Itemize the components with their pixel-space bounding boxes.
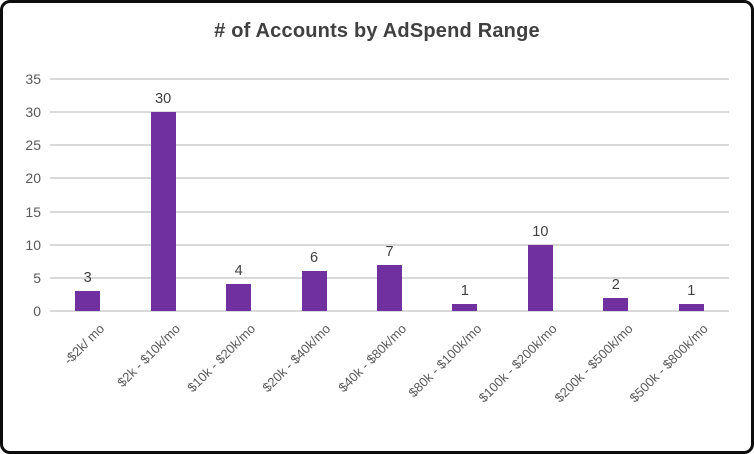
bar-value-label: 10 (532, 223, 549, 240)
bar-value-label: 3 (83, 270, 92, 287)
gridline (50, 210, 729, 213)
gridline (50, 111, 729, 114)
bar (301, 271, 327, 311)
bar (75, 291, 101, 311)
bar (678, 304, 704, 311)
bar (226, 284, 252, 311)
gridline (50, 243, 729, 246)
bar (527, 244, 553, 311)
x-axis-category-label: $80k - $100k/mo (405, 321, 485, 401)
gridline (50, 78, 729, 80)
bar-value-label: 2 (611, 276, 620, 293)
y-axis-tick-label: 25 (25, 137, 41, 154)
y-axis-tick-label: 35 (25, 71, 41, 87)
y-axis-tick-label: 0 (33, 303, 41, 319)
bar (452, 304, 478, 311)
x-axis-category-label: -$2k/ mo (60, 321, 108, 368)
bar-value-label: 4 (234, 263, 243, 280)
bar-value-label: 7 (385, 243, 394, 260)
bar-value-label: 1 (687, 283, 696, 300)
x-axis-category-label: $40k - $80k/mo (335, 321, 410, 395)
x-axis-category-label: $20k - $40k/mo (259, 321, 334, 395)
x-axis-category-label: $500k - $800k/mo (626, 321, 711, 406)
y-axis-tick-label: 20 (25, 170, 41, 187)
x-axis-category-label: $2k - $10k/mo (113, 321, 183, 390)
gridline (50, 177, 729, 180)
x-axis-category-label: $100k - $200k/mo (475, 321, 560, 406)
chart-title: # of Accounts by AdSpend Range (214, 20, 540, 42)
y-axis-tick-label: 5 (33, 269, 41, 286)
bar (603, 297, 629, 311)
bar (377, 264, 402, 311)
bar (150, 112, 176, 311)
y-axis-tick-label: 15 (25, 203, 41, 220)
gridline (50, 144, 729, 147)
x-axis-category-label: $10k - $20k/mo (184, 321, 259, 395)
y-axis-tick-label: 30 (25, 104, 41, 121)
bar-value-label: 6 (310, 250, 319, 267)
gridline (50, 310, 729, 312)
y-axis-tick-label: 10 (25, 236, 41, 253)
bar-value-label: 30 (155, 91, 172, 108)
bar-value-label: 1 (460, 283, 469, 300)
x-axis-category-label: $200k - $500k/mo (551, 321, 636, 406)
